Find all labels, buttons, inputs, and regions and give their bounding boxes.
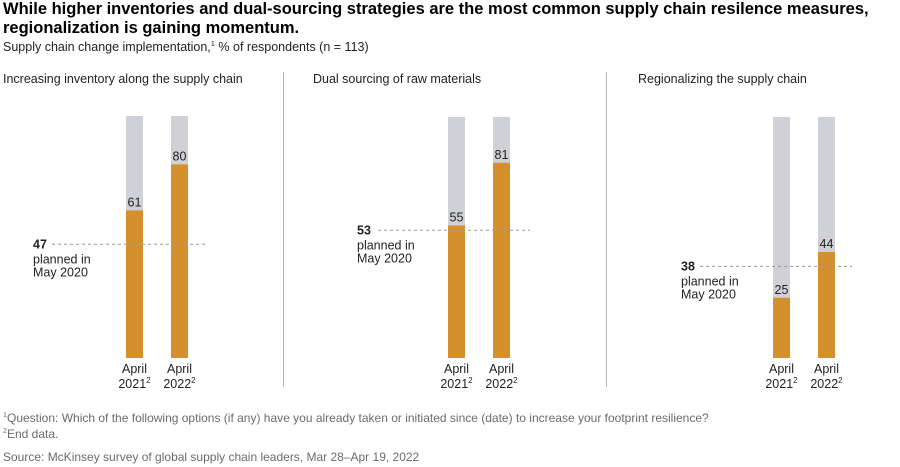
- bar: [493, 162, 510, 358]
- category-sup: 2: [191, 376, 196, 385]
- footnote-1: 1Question: Which of the following option…: [3, 411, 709, 425]
- reference-label: May 2020: [33, 265, 88, 279]
- category-label: April: [122, 362, 147, 376]
- bar: [448, 225, 465, 358]
- bar: [171, 164, 188, 358]
- data-label-bg: [127, 195, 142, 210]
- category-sup: 2: [793, 376, 798, 385]
- reference-value: 53: [357, 223, 371, 237]
- reference-value: 38: [681, 259, 695, 273]
- bar: [773, 297, 790, 358]
- category-label: 20212: [118, 376, 151, 391]
- panel-divider: [606, 72, 607, 387]
- source-note: Source: McKinsey survey of global supply…: [3, 450, 420, 464]
- panel-title-inventory: Increasing inventory along the supply ch…: [3, 72, 243, 86]
- reference-label: May 2020: [681, 287, 736, 301]
- subtitle-main: Supply chain change implementation,: [3, 40, 211, 54]
- data-label-bg: [819, 236, 834, 251]
- category-label: April: [769, 362, 794, 376]
- category-label: April: [814, 362, 839, 376]
- subtitle-rest: % of respondents (n = 113): [214, 40, 369, 54]
- bar: [126, 210, 143, 358]
- bar: [818, 251, 835, 358]
- subtitle-sup: 1: [210, 38, 215, 48]
- reference-label: planned in: [33, 252, 91, 266]
- category-label: 20212: [765, 376, 798, 391]
- data-label: 25: [775, 283, 789, 297]
- data-label: 80: [173, 149, 187, 163]
- data-label: 81: [495, 148, 509, 162]
- panel-title-dual-sourcing: Dual sourcing of raw materials: [313, 72, 482, 86]
- panel-title-regionalizing: Regionalizing the supply chain: [638, 72, 807, 86]
- reference-label: May 2020: [357, 251, 412, 265]
- category-label: 20212: [440, 376, 473, 391]
- category-label: 20222: [485, 376, 518, 391]
- footnote-2-text: End data.: [7, 427, 59, 441]
- category-label: April: [444, 362, 469, 376]
- data-label: 55: [450, 210, 464, 224]
- category-label: April: [489, 362, 514, 376]
- category-sup: 2: [838, 376, 843, 385]
- data-label-bg: [774, 282, 789, 297]
- data-label: 44: [820, 237, 834, 251]
- category-sup: 2: [513, 376, 518, 385]
- chart-subtitle: Supply chain change implementation,1 % o…: [3, 40, 369, 54]
- category-label: April: [167, 362, 192, 376]
- category-label: 20222: [163, 376, 196, 391]
- data-label: 61: [128, 195, 142, 209]
- footnote-2: 2End data.: [3, 427, 58, 441]
- reference-value: 47: [33, 237, 47, 251]
- footnote-2-sup: 2: [3, 426, 7, 435]
- data-label-bg: [449, 210, 464, 225]
- reference-label: planned in: [357, 238, 415, 252]
- category-label: 20222: [810, 376, 843, 391]
- footnote-1-text: Question: Which of the following options…: [7, 411, 709, 425]
- reference-label: planned in: [681, 274, 739, 288]
- category-sup: 2: [146, 376, 151, 385]
- data-label-bg: [494, 147, 509, 162]
- footnote-1-sup: 1: [3, 410, 7, 419]
- chart-title: While higher inventories and dual-sourci…: [3, 0, 869, 37]
- category-sup: 2: [468, 376, 473, 385]
- data-label-bg: [172, 149, 187, 164]
- panel-divider: [283, 72, 284, 387]
